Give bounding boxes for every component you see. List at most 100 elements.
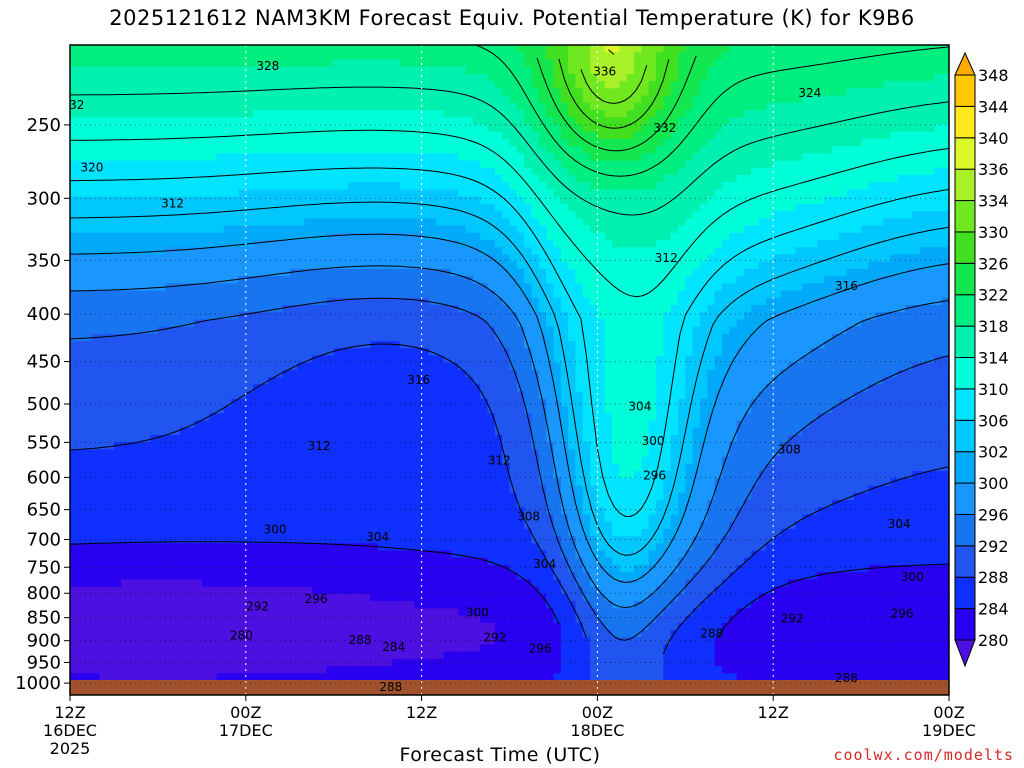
field-cell (289, 131, 298, 140)
field-cell (729, 182, 738, 191)
field-cell (260, 66, 269, 75)
field-cell (70, 312, 78, 321)
field-cell (787, 283, 796, 292)
field-cell (912, 59, 921, 68)
field-cell (516, 203, 525, 212)
field-cell (839, 290, 848, 299)
field-cell (465, 81, 474, 89)
field-cell (875, 232, 884, 241)
field-cell (480, 341, 489, 349)
field-cell (267, 326, 276, 335)
field-cell (905, 160, 913, 169)
field-cell (443, 102, 452, 111)
field-cell (216, 312, 225, 321)
field-cell (531, 312, 540, 321)
field-cell (714, 160, 723, 169)
field-cell (392, 45, 401, 53)
field-cell (172, 319, 181, 328)
field-cell (231, 117, 240, 126)
field-cell (846, 160, 855, 169)
field-cell (150, 153, 159, 162)
field-cell (824, 66, 833, 75)
field-cell (875, 66, 884, 75)
field-cell (670, 124, 679, 133)
field-cell (685, 225, 694, 234)
field-cell (582, 102, 591, 111)
field-cell (260, 333, 269, 342)
field-cell (377, 175, 386, 183)
field-cell (428, 326, 437, 335)
field-cell (333, 175, 342, 183)
field-cell (582, 283, 591, 292)
field-cell (919, 175, 928, 183)
field-cell (99, 95, 108, 104)
field-cell (384, 247, 393, 256)
field-cell (91, 290, 100, 299)
field-cell (106, 196, 115, 205)
field-cell (465, 73, 474, 82)
field-cell (341, 232, 349, 241)
field-cell (275, 232, 284, 241)
field-cell (912, 182, 921, 191)
field-cell (685, 312, 694, 321)
field-cell (172, 138, 181, 147)
field-cell (641, 45, 650, 53)
field-cell (538, 189, 547, 198)
field-cell (99, 102, 108, 111)
field-cell (553, 88, 562, 97)
field-cell (802, 290, 811, 299)
field-cell (172, 167, 181, 176)
field-cell (677, 247, 686, 256)
field-cell (194, 290, 203, 299)
field-cell (216, 196, 225, 205)
field-cell (113, 203, 122, 212)
field-cell (692, 66, 701, 75)
field-cell (612, 59, 620, 68)
field-cell (502, 333, 511, 342)
field-cell (282, 333, 291, 342)
field-cell (890, 59, 899, 68)
field-cell (736, 203, 745, 212)
field-cell (780, 45, 789, 53)
field-cell (560, 218, 569, 227)
field-cell (194, 153, 203, 162)
field-cell (890, 131, 899, 140)
field-cell (260, 81, 269, 89)
field-cell (927, 102, 935, 111)
field-cell (773, 218, 782, 227)
field-cell (297, 110, 305, 118)
field-cell (780, 283, 789, 292)
field-cell (736, 261, 745, 270)
field-cell (297, 211, 305, 219)
field-cell (384, 196, 393, 205)
field-cell (656, 81, 664, 89)
field-cell (165, 138, 174, 147)
field-cell (648, 146, 657, 154)
field-cell (421, 146, 430, 154)
field-cell (465, 283, 474, 292)
field-cell (846, 326, 855, 335)
field-cell (795, 319, 804, 328)
field-cell (538, 203, 547, 212)
field-cell (326, 146, 335, 154)
field-cell (99, 319, 108, 328)
field-cell (150, 276, 159, 284)
field-cell (831, 117, 840, 126)
field-cell (458, 110, 467, 118)
field-cell (648, 102, 657, 111)
field-cell (99, 167, 108, 176)
field-cell (743, 283, 752, 292)
field-cell (509, 102, 518, 111)
field-cell (450, 45, 459, 53)
field-cell (319, 326, 327, 335)
field-cell (319, 160, 327, 169)
field-cell (831, 297, 840, 306)
field-cell (179, 261, 188, 270)
field-cell (421, 211, 430, 219)
field-cell (875, 333, 884, 342)
field-cell (516, 117, 525, 126)
field-cell (890, 305, 899, 313)
field-cell (692, 312, 701, 321)
field-cell (582, 319, 591, 328)
field-cell (751, 189, 760, 198)
